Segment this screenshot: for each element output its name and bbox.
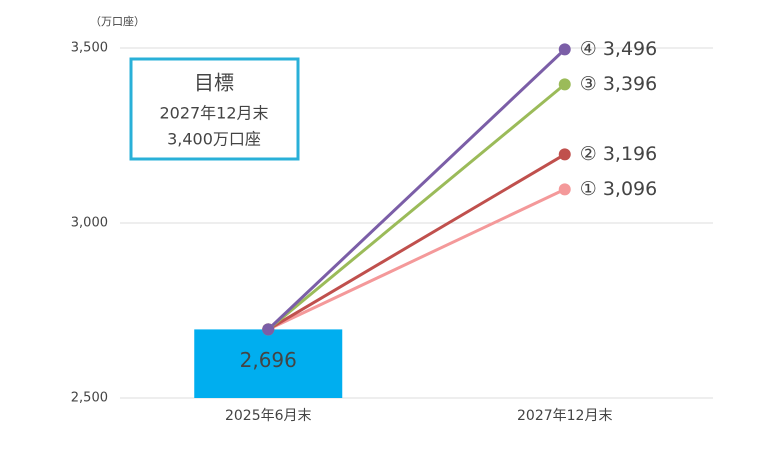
x-tick-label: 2027年12月末 <box>517 408 612 424</box>
point <box>558 148 571 161</box>
point-value-label: ④ 3,496 <box>580 38 657 60</box>
y-tick-label: 3,500 <box>71 41 108 56</box>
point <box>558 78 571 91</box>
line <box>267 83 566 331</box>
annotation-line: 2027年12月末 <box>159 104 268 123</box>
annotation-title: 目標 <box>194 71 234 95</box>
annotation-line: 3,400万口座 <box>167 130 261 149</box>
y-tick-label: 3,000 <box>71 216 108 231</box>
point <box>558 43 571 56</box>
point <box>262 323 275 336</box>
line <box>267 48 566 331</box>
bar-value-label: 2,696 <box>240 348 297 372</box>
annotation-box <box>129 57 300 161</box>
x-tick-label: 2025年6月末 <box>225 408 312 424</box>
point <box>558 183 571 196</box>
point-value-label: ③ 3,396 <box>580 73 657 95</box>
bar <box>194 329 343 398</box>
y-tick-label: 2,500 <box>71 391 108 406</box>
line <box>267 153 566 331</box>
point-value-label: ① 3,096 <box>580 178 657 200</box>
y-axis-label: （万口座） <box>90 14 145 28</box>
point-value-label: ② 3,196 <box>580 143 657 165</box>
line <box>267 188 566 331</box>
